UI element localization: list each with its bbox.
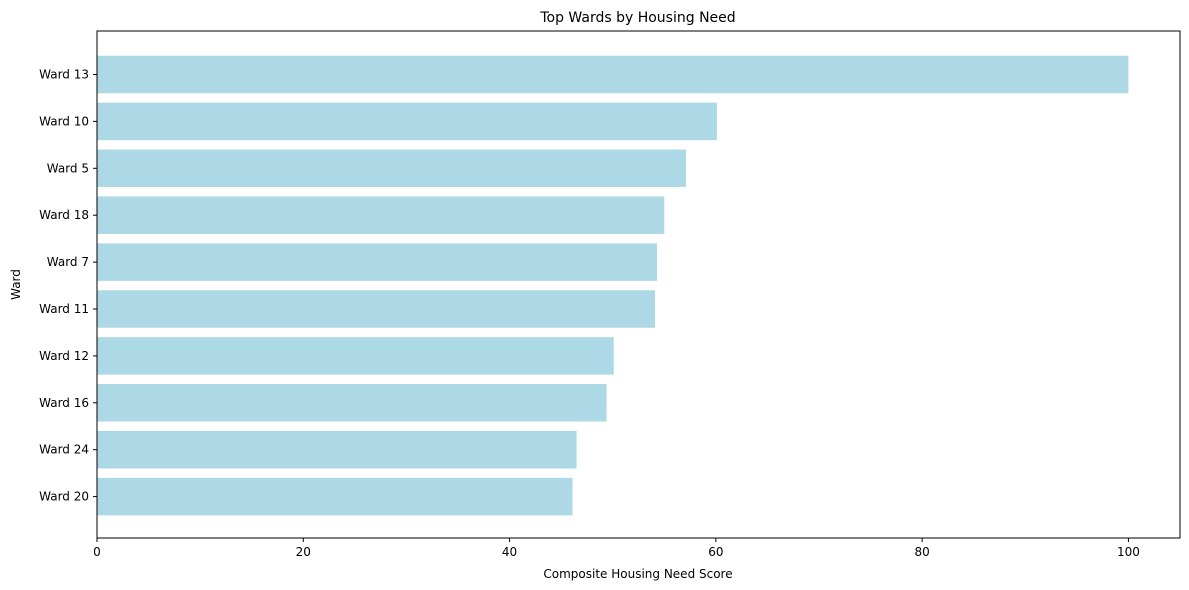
chart-title: Top Wards by Housing Need bbox=[539, 10, 735, 26]
x-tick-label: 60 bbox=[708, 545, 723, 559]
x-tick-label: 20 bbox=[296, 545, 311, 559]
y-tick-label: Ward 10 bbox=[39, 114, 89, 128]
x-tick-label: 0 bbox=[93, 545, 101, 559]
bar-ward-18 bbox=[97, 196, 665, 234]
y-tick-label: Ward 5 bbox=[47, 161, 89, 175]
bar-ward-13 bbox=[97, 55, 1129, 94]
y-tick-label: Ward 12 bbox=[39, 349, 89, 363]
y-tick-label: Ward 16 bbox=[39, 396, 89, 410]
bar-ward-11 bbox=[97, 290, 656, 328]
x-tick-label: 100 bbox=[1117, 545, 1140, 559]
bar-ward-10 bbox=[97, 102, 717, 141]
bars-group bbox=[97, 55, 1129, 516]
x-tick-label: 40 bbox=[502, 545, 517, 559]
plot-frame bbox=[96, 30, 1181, 539]
y-tick-label: Ward 24 bbox=[39, 443, 89, 457]
bar-ward-16 bbox=[97, 384, 607, 422]
bar-ward-24 bbox=[97, 430, 577, 469]
y-tick-label: Ward 18 bbox=[39, 208, 89, 222]
x-axis-label: Composite Housing Need Score bbox=[543, 567, 732, 581]
y-tick-label: Ward 7 bbox=[47, 255, 89, 269]
y-tick-label: Ward 11 bbox=[39, 302, 89, 316]
bar-ward-5 bbox=[97, 149, 686, 188]
x-tick-label: 80 bbox=[915, 545, 930, 559]
x-ticks-group: 0 20 40 60 80 100 bbox=[93, 538, 1140, 559]
y-axis-label: Ward bbox=[9, 269, 23, 300]
bar-ward-7 bbox=[97, 243, 658, 281]
bar-ward-20 bbox=[97, 477, 573, 516]
y-tick-label: Ward 13 bbox=[39, 68, 89, 82]
y-tick-label: Ward 20 bbox=[39, 490, 89, 504]
y-ticks-group: Ward 13 Ward 10 Ward 5 Ward 18 Ward 7 Ward 11… bbox=[39, 68, 97, 504]
bar-ward-12 bbox=[97, 337, 614, 375]
